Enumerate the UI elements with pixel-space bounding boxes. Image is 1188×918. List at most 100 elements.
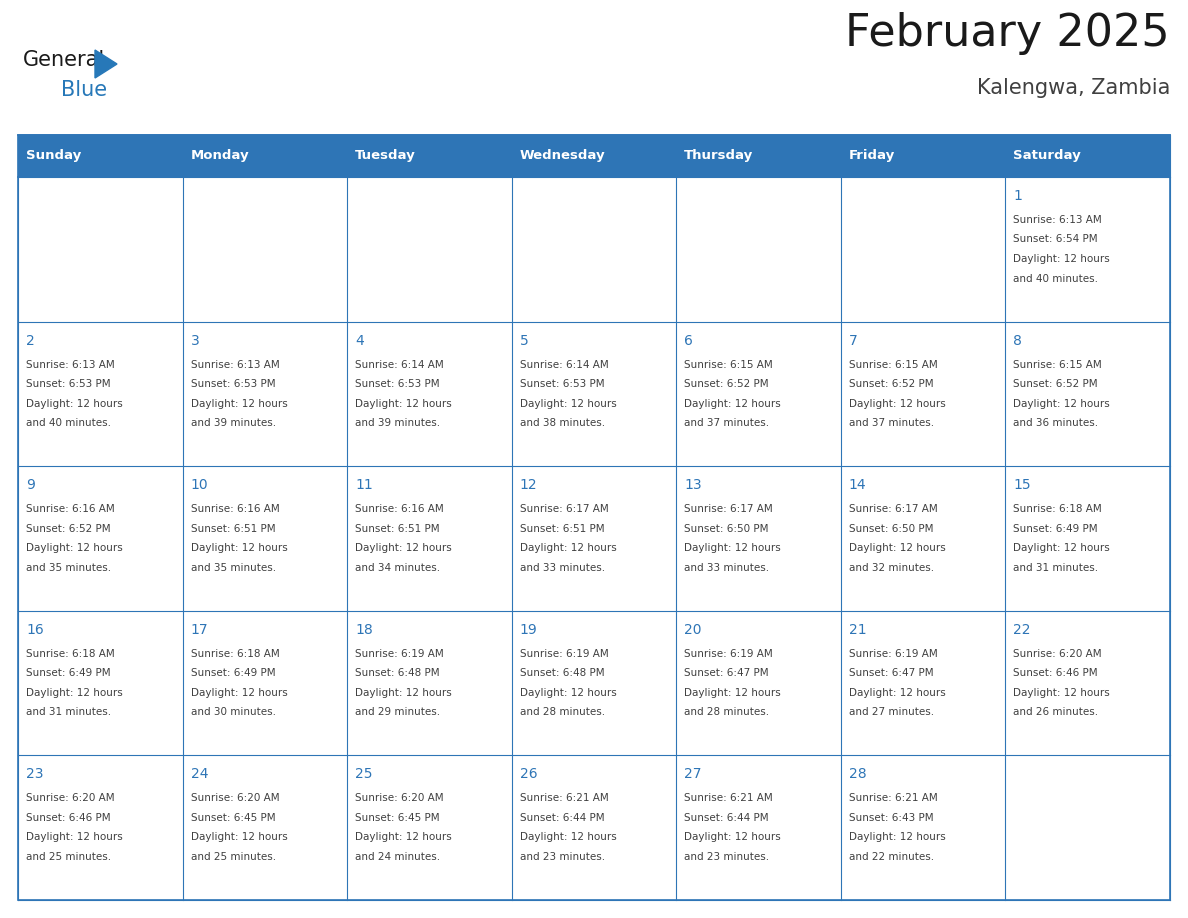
Text: Sunrise: 6:13 AM: Sunrise: 6:13 AM	[1013, 215, 1102, 225]
Text: Sunset: 6:52 PM: Sunset: 6:52 PM	[684, 379, 769, 389]
Bar	[512, 135, 676, 177]
Text: Sunset: 6:52 PM: Sunset: 6:52 PM	[26, 523, 110, 533]
Bar	[183, 466, 347, 610]
Text: Sunrise: 6:16 AM: Sunrise: 6:16 AM	[26, 504, 115, 514]
Text: Sunset: 6:44 PM: Sunset: 6:44 PM	[684, 813, 769, 823]
Bar	[183, 610, 347, 756]
Bar	[18, 135, 1170, 900]
Text: Sunrise: 6:20 AM: Sunrise: 6:20 AM	[1013, 649, 1102, 659]
Text: Sunset: 6:52 PM: Sunset: 6:52 PM	[1013, 379, 1098, 389]
Text: Sunday: Sunday	[26, 150, 81, 162]
Text: and 39 minutes.: and 39 minutes.	[355, 418, 441, 428]
Text: and 36 minutes.: and 36 minutes.	[1013, 418, 1099, 428]
Bar	[18, 321, 183, 466]
Bar	[1005, 321, 1170, 466]
Text: and 39 minutes.: and 39 minutes.	[190, 418, 276, 428]
Text: Daylight: 12 hours: Daylight: 12 hours	[355, 688, 451, 698]
Text: Daylight: 12 hours: Daylight: 12 hours	[26, 398, 122, 409]
Text: 4: 4	[355, 333, 364, 348]
Bar	[676, 756, 841, 900]
Text: Sunrise: 6:17 AM: Sunrise: 6:17 AM	[519, 504, 608, 514]
Bar	[183, 321, 347, 466]
Text: Sunrise: 6:13 AM: Sunrise: 6:13 AM	[190, 360, 279, 370]
Text: Tuesday: Tuesday	[355, 150, 416, 162]
Text: Blue: Blue	[61, 80, 107, 100]
Bar	[1005, 466, 1170, 610]
Text: Daylight: 12 hours: Daylight: 12 hours	[519, 398, 617, 409]
Text: Sunrise: 6:16 AM: Sunrise: 6:16 AM	[355, 504, 444, 514]
Text: and 33 minutes.: and 33 minutes.	[684, 563, 770, 573]
Bar	[18, 177, 183, 321]
Text: 26: 26	[519, 767, 537, 781]
Text: Friday: Friday	[849, 150, 895, 162]
Text: Sunrise: 6:19 AM: Sunrise: 6:19 AM	[355, 649, 444, 659]
Text: Sunrise: 6:13 AM: Sunrise: 6:13 AM	[26, 360, 115, 370]
Text: 17: 17	[190, 622, 208, 637]
Bar	[512, 177, 676, 321]
Bar	[18, 756, 183, 900]
Text: Daylight: 12 hours: Daylight: 12 hours	[849, 398, 946, 409]
Text: and 26 minutes.: and 26 minutes.	[1013, 707, 1099, 717]
Text: Sunrise: 6:17 AM: Sunrise: 6:17 AM	[684, 504, 773, 514]
Text: 2: 2	[26, 333, 34, 348]
Bar	[347, 321, 512, 466]
Bar	[183, 177, 347, 321]
Text: Sunset: 6:53 PM: Sunset: 6:53 PM	[26, 379, 110, 389]
Text: Thursday: Thursday	[684, 150, 753, 162]
Text: and 23 minutes.: and 23 minutes.	[684, 852, 770, 862]
Text: Sunrise: 6:19 AM: Sunrise: 6:19 AM	[684, 649, 773, 659]
Bar	[841, 466, 1005, 610]
Bar	[676, 177, 841, 321]
Text: Sunrise: 6:19 AM: Sunrise: 6:19 AM	[849, 649, 937, 659]
Bar	[18, 466, 183, 610]
Text: and 28 minutes.: and 28 minutes.	[684, 707, 770, 717]
Text: Sunrise: 6:21 AM: Sunrise: 6:21 AM	[849, 793, 937, 803]
Text: 5: 5	[519, 333, 529, 348]
Text: Sunset: 6:52 PM: Sunset: 6:52 PM	[849, 379, 934, 389]
Text: Sunrise: 6:20 AM: Sunrise: 6:20 AM	[355, 793, 444, 803]
Text: Sunrise: 6:16 AM: Sunrise: 6:16 AM	[190, 504, 279, 514]
Text: and 25 minutes.: and 25 minutes.	[190, 852, 276, 862]
Text: 20: 20	[684, 622, 702, 637]
Text: 3: 3	[190, 333, 200, 348]
Text: Sunset: 6:43 PM: Sunset: 6:43 PM	[849, 813, 934, 823]
Text: Sunrise: 6:18 AM: Sunrise: 6:18 AM	[1013, 504, 1102, 514]
Text: Sunrise: 6:20 AM: Sunrise: 6:20 AM	[26, 793, 114, 803]
Text: Daylight: 12 hours: Daylight: 12 hours	[684, 398, 781, 409]
Text: Sunset: 6:50 PM: Sunset: 6:50 PM	[684, 523, 769, 533]
Bar	[18, 610, 183, 756]
Text: Daylight: 12 hours: Daylight: 12 hours	[849, 833, 946, 843]
Text: and 30 minutes.: and 30 minutes.	[190, 707, 276, 717]
Text: 16: 16	[26, 622, 44, 637]
Bar	[347, 135, 512, 177]
Bar	[1005, 135, 1170, 177]
Bar	[841, 177, 1005, 321]
Bar	[676, 610, 841, 756]
Text: Daylight: 12 hours: Daylight: 12 hours	[519, 688, 617, 698]
Bar	[347, 177, 512, 321]
Text: Sunset: 6:51 PM: Sunset: 6:51 PM	[355, 523, 440, 533]
Bar	[676, 135, 841, 177]
Text: Sunrise: 6:14 AM: Sunrise: 6:14 AM	[519, 360, 608, 370]
Text: Sunrise: 6:21 AM: Sunrise: 6:21 AM	[519, 793, 608, 803]
Text: Sunrise: 6:18 AM: Sunrise: 6:18 AM	[26, 649, 115, 659]
Text: Sunset: 6:48 PM: Sunset: 6:48 PM	[355, 668, 440, 678]
Text: Sunset: 6:46 PM: Sunset: 6:46 PM	[1013, 668, 1098, 678]
Text: and 38 minutes.: and 38 minutes.	[519, 418, 605, 428]
Text: Kalengwa, Zambia: Kalengwa, Zambia	[977, 78, 1170, 98]
Bar	[512, 466, 676, 610]
Text: and 23 minutes.: and 23 minutes.	[519, 852, 605, 862]
Text: 8: 8	[1013, 333, 1023, 348]
Bar	[512, 321, 676, 466]
Text: Sunrise: 6:21 AM: Sunrise: 6:21 AM	[684, 793, 773, 803]
Text: Daylight: 12 hours: Daylight: 12 hours	[26, 688, 122, 698]
Bar	[347, 466, 512, 610]
Text: General: General	[23, 50, 106, 70]
Text: Sunrise: 6:19 AM: Sunrise: 6:19 AM	[519, 649, 608, 659]
Text: and 40 minutes.: and 40 minutes.	[1013, 274, 1099, 284]
Text: Daylight: 12 hours: Daylight: 12 hours	[26, 543, 122, 554]
Text: 6: 6	[684, 333, 693, 348]
Text: Sunset: 6:45 PM: Sunset: 6:45 PM	[190, 813, 276, 823]
Text: Daylight: 12 hours: Daylight: 12 hours	[190, 688, 287, 698]
Bar	[841, 135, 1005, 177]
